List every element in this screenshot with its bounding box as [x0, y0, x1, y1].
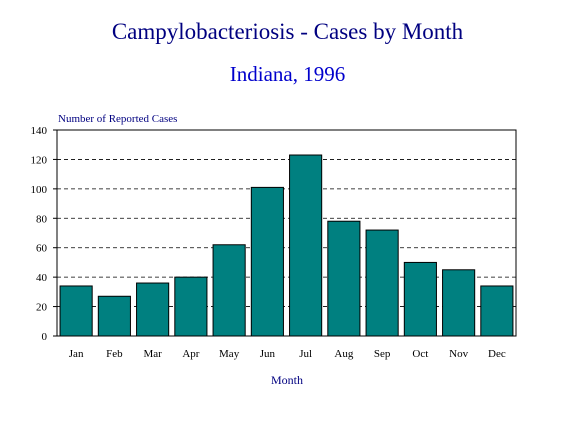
x-tick-label: Nov — [449, 348, 468, 360]
y-tick-label: 60 — [36, 243, 48, 255]
bar-aug — [327, 220, 361, 337]
bar-jul — [289, 154, 323, 337]
y-tick-label: 40 — [36, 272, 48, 284]
bar-oct — [403, 261, 437, 337]
chart-title: Campylobacteriosis - Cases by Month — [111, 19, 464, 44]
x-tick-label: Feb — [106, 348, 123, 360]
y-tick-label: 20 — [36, 302, 48, 314]
bar-jan — [59, 285, 93, 337]
x-tick-label: Jul — [299, 348, 312, 360]
bars — [59, 154, 514, 337]
y-tick-label: 120 — [31, 154, 48, 166]
x-tick-label: Jun — [260, 348, 276, 360]
x-tick-label: Oct — [412, 348, 428, 360]
bar-apr — [174, 276, 208, 337]
bar-nov — [442, 269, 476, 337]
x-axis-ticks: Jan Feb Mar Apr May Jun Jul Aug Sep Oct Nov Dec — [69, 348, 506, 360]
chart-subtitle: Indiana, 1996 — [229, 62, 346, 86]
x-tick-label: Dec — [488, 348, 506, 360]
x-tick-label: Apr — [182, 348, 199, 360]
bar-jun — [250, 186, 284, 337]
y-tick-label: 140 — [31, 125, 48, 137]
x-tick-label: Jan — [69, 348, 84, 360]
y-axis-label: Number of Reported Cases — [58, 113, 177, 125]
x-axis-label: Month — [271, 373, 303, 387]
bar-dec — [480, 285, 514, 337]
y-tick-label: 0 — [42, 331, 48, 343]
bar-mar — [136, 282, 170, 337]
y-tick-label: 80 — [36, 213, 48, 225]
bar-may — [212, 244, 246, 337]
x-tick-label: Aug — [334, 348, 353, 360]
plot-frame — [56, 129, 517, 337]
x-tick-label: Sep — [374, 348, 391, 360]
y-axis-ticks: 0 20 40 60 80 100 120 140 — [31, 125, 57, 343]
x-tick-label: Mar — [143, 348, 162, 360]
bar-feb — [97, 295, 131, 337]
bar-sep — [365, 229, 399, 337]
x-tick-label: May — [219, 348, 240, 360]
y-tick-label: 100 — [31, 184, 48, 196]
